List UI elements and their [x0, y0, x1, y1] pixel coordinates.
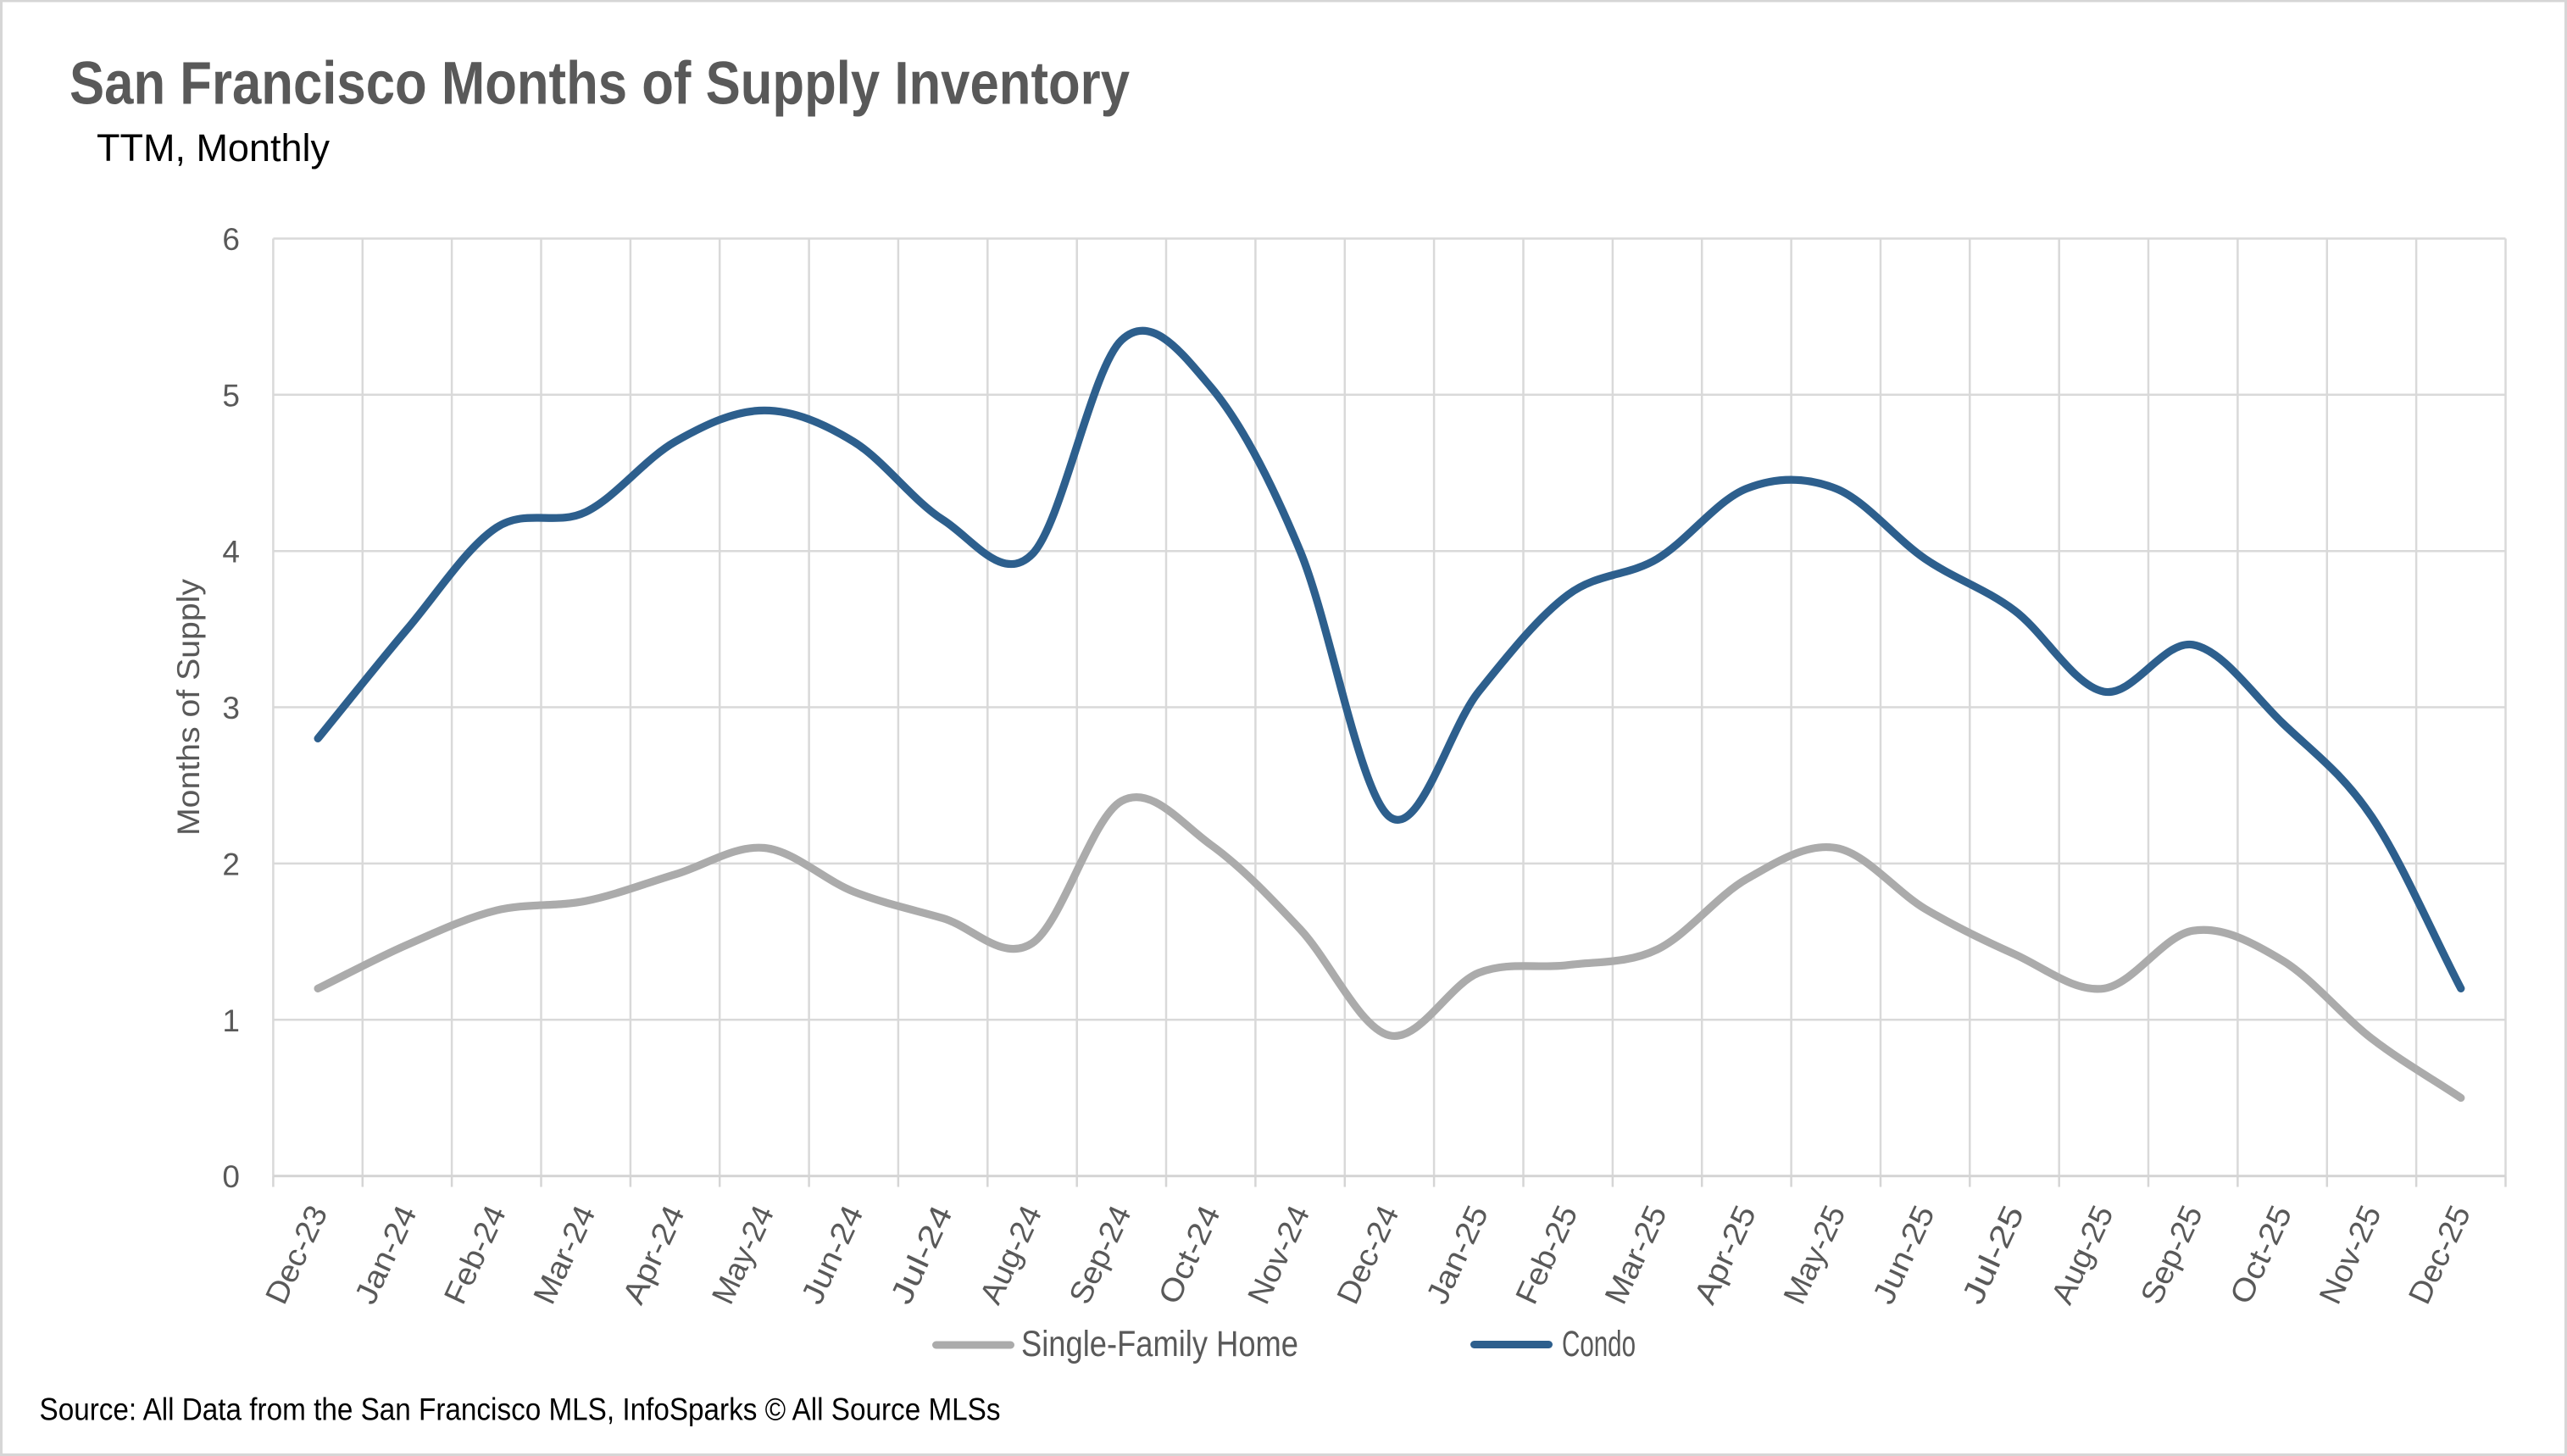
svg-text:0: 0 [222, 1159, 240, 1194]
svg-text:Condo: Condo [1562, 1325, 1636, 1364]
svg-text:Single-Family Home: Single-Family Home [1021, 1325, 1298, 1364]
svg-text:San Francisco Months of Supply: San Francisco Months of Supply Inventory [69, 51, 1130, 118]
svg-text:Months of Supply: Months of Supply [171, 578, 206, 836]
svg-text:Source: All Data from the San: Source: All Data from the San Francisco … [40, 1392, 1001, 1427]
svg-text:3: 3 [222, 691, 240, 725]
svg-text:2: 2 [222, 847, 240, 881]
svg-text:6: 6 [222, 222, 240, 257]
svg-text:5: 5 [222, 378, 240, 413]
svg-text:4: 4 [222, 535, 240, 570]
svg-text:1: 1 [222, 1003, 240, 1038]
svg-text:TTM, Monthly: TTM, Monthly [97, 126, 330, 169]
